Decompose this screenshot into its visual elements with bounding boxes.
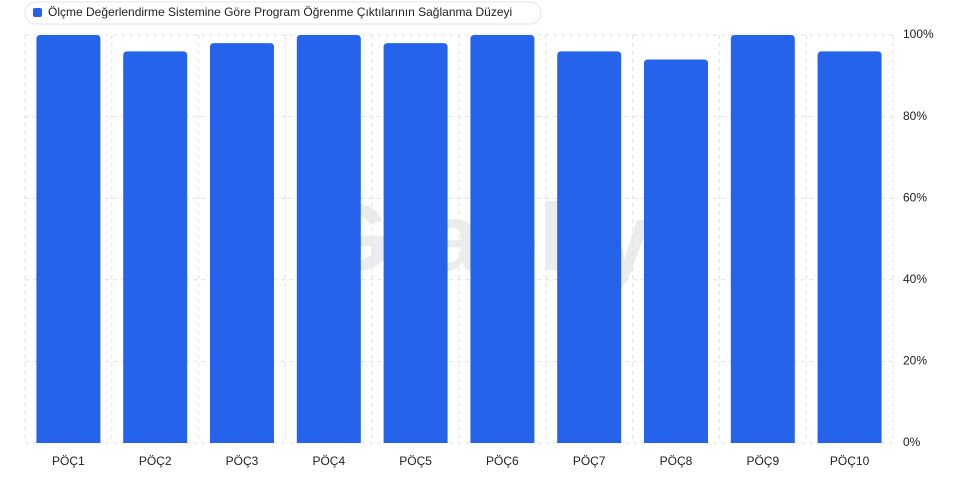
y-tick-label: 20% — [903, 354, 927, 368]
bar — [296, 35, 361, 443]
x-tick-label: PÖÇ5 — [399, 454, 432, 468]
x-tick-label: PÖÇ6 — [486, 454, 519, 468]
y-tick-label: 60% — [903, 190, 927, 204]
x-tick-label: PÖÇ2 — [139, 454, 172, 468]
bar — [36, 35, 101, 443]
y-tick-label: 0% — [903, 435, 921, 449]
bar — [470, 35, 535, 443]
y-tick-label: 100% — [903, 27, 934, 41]
legend-swatch — [33, 8, 42, 17]
bar — [210, 43, 274, 443]
bar — [644, 59, 708, 443]
x-tick-label: PÖÇ10 — [830, 454, 870, 468]
legend — [24, 1, 542, 25]
legend-label: Ölçme Değerlendirme Sistemine Göre Progr… — [48, 5, 512, 19]
x-tick-label: PÖÇ7 — [573, 454, 606, 468]
bar — [817, 51, 882, 443]
x-tick-label: PÖÇ9 — [746, 454, 779, 468]
bar — [123, 51, 188, 443]
bar — [557, 51, 622, 443]
x-tick-label: PÖÇ3 — [226, 454, 259, 468]
y-tick-label: 80% — [903, 109, 927, 123]
bar — [383, 43, 448, 443]
y-tick-label: 40% — [903, 272, 927, 286]
bar — [730, 35, 795, 443]
x-tick-label: PÖÇ4 — [312, 454, 345, 468]
x-tick-label: PÖÇ8 — [660, 454, 693, 468]
x-tick-label: PÖÇ1 — [52, 454, 85, 468]
